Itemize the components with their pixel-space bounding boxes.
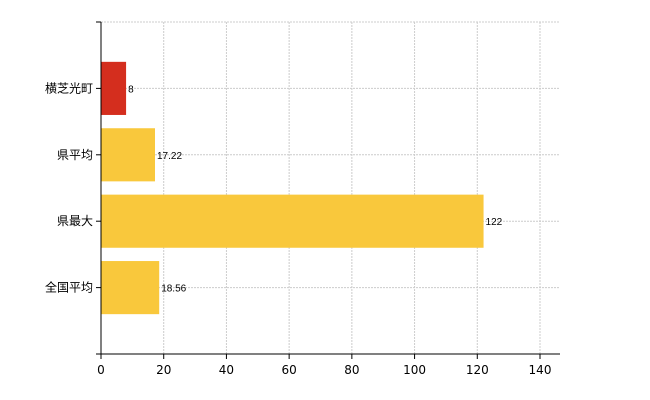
data-label: 18.56 [161, 284, 186, 295]
gridlines [101, 21, 560, 354]
bar [101, 61, 127, 115]
x-tick-label: 40 [219, 363, 234, 377]
x-tick-label: 140 [529, 363, 552, 377]
bars [101, 61, 484, 315]
category-label: 県平均 [57, 148, 93, 162]
x-tick-label: 80 [344, 363, 359, 377]
category-label: 全国平均 [45, 280, 93, 295]
x-tick-label: 0 [97, 363, 105, 377]
x-tick-label: 60 [282, 363, 297, 377]
bar [101, 194, 484, 248]
x-tick-label: 20 [156, 363, 171, 377]
data-label: 122 [486, 217, 503, 228]
bar [101, 261, 160, 315]
x-tick-label: 100 [403, 363, 426, 377]
x-tick-label: 120 [466, 363, 489, 377]
bar [101, 128, 155, 182]
category-label: 横芝光町 [45, 80, 93, 95]
data-label: 17.22 [157, 151, 182, 162]
labels: 0 20 40 60 80 100 120 140 横芝光町 8 県平均 17.22 県最大 122 全国平… [45, 80, 551, 377]
category-label: 県最大 [57, 214, 93, 228]
data-label: 8 [128, 84, 134, 95]
axes [96, 21, 560, 359]
